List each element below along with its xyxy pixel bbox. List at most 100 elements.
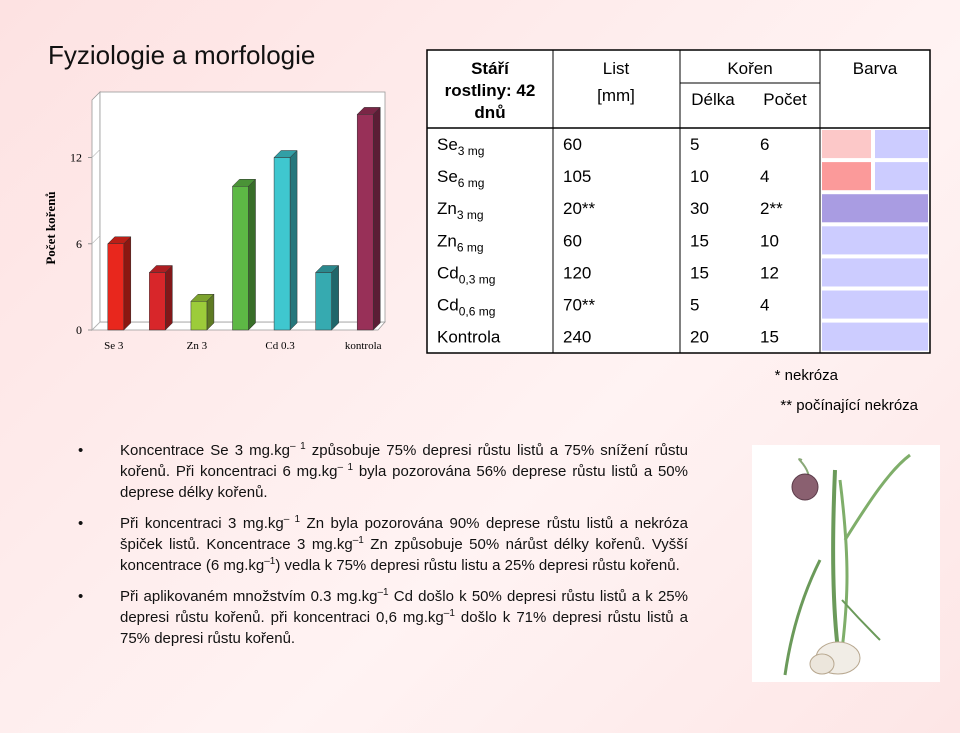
- row-label-text: Cd: [437, 296, 459, 315]
- bullet-text: Cd došlo k 50% depresi růstu listů a k 2…: [120, 588, 688, 626]
- bullet: Koncentrace Se 3 mg.kg – 1 způsobuje 75% …: [78, 440, 688, 503]
- bar: [149, 272, 166, 331]
- table-cell: 20**: [563, 199, 596, 218]
- stem: [838, 479, 849, 651]
- y-axis-label: Počet kořenů: [43, 191, 58, 264]
- row-label-subscript: 3 mg: [458, 144, 485, 158]
- slide-title: Fyziologie a morfologie: [48, 40, 315, 70]
- bullet-text: Koncentrace Se 3 mg.kg: [120, 442, 290, 459]
- chart-side-wall: [91, 91, 101, 331]
- header-cell: Barva: [853, 59, 898, 78]
- grid-line: [91, 321, 101, 331]
- row-label-text: Se: [437, 135, 458, 154]
- bullet-text: Při aplikovaném množstvím 0.3 mg.kg: [120, 588, 378, 605]
- table-cell: 15: [690, 231, 709, 250]
- bullet-text: Zn způsobuje 50% nárůst délky kořenů. Vy…: [120, 536, 688, 574]
- row-label: Cd0,3 mg: [437, 263, 495, 286]
- bullet-text: Zn byla pozorována 90% deprese růstu lis…: [120, 515, 688, 553]
- row-label: Cd0,6 mg: [437, 296, 495, 319]
- color-swatch: [822, 130, 871, 159]
- table-cell: 5: [690, 135, 699, 154]
- row-label-subscript: 0,3 mg: [459, 272, 496, 286]
- bullet-text: Při koncentraci 3 mg.kg: [120, 515, 284, 532]
- leaf: [783, 559, 822, 676]
- color-swatch: [822, 226, 928, 255]
- superscript: – 1: [283, 514, 301, 525]
- bullet-list: Koncentrace Se 3 mg.kg – 1 způsobuje 75% …: [78, 440, 688, 659]
- superscript: –1: [264, 556, 276, 567]
- header-cell: rostliny: 42: [445, 81, 536, 100]
- grid-line: [91, 235, 101, 244]
- row-label-text: Zn: [437, 231, 457, 250]
- table-cell: 2**: [760, 199, 783, 218]
- leaf: [841, 599, 881, 641]
- color-swatch: [822, 258, 928, 287]
- bar-side: [289, 149, 298, 331]
- table-cell: 4: [760, 167, 769, 186]
- garlic-illustration: [752, 445, 940, 682]
- bar-side: [372, 106, 381, 331]
- superscript: –1: [443, 608, 455, 619]
- stem: [831, 469, 840, 651]
- row-label-subscript: 6 mg: [458, 176, 485, 190]
- table-cell: 10: [690, 167, 709, 186]
- bar-side: [123, 236, 132, 331]
- row-label: Se3 mg: [437, 135, 484, 158]
- header-cell: Kořen: [727, 59, 772, 78]
- bar-side: [165, 264, 173, 331]
- color-swatch: [822, 322, 928, 351]
- superscript: –1: [377, 587, 389, 598]
- color-swatch: [875, 162, 928, 191]
- y-tick-label: 12: [70, 151, 82, 165]
- bullet: Při aplikovaném množstvím 0.3 mg.kg–1 Cd…: [78, 586, 688, 649]
- header-cell: List: [603, 59, 630, 78]
- bullet-text: došlo k 71% depresi růstu listů a 75% de…: [120, 609, 688, 647]
- bar: [232, 186, 249, 331]
- bar: [315, 272, 332, 331]
- footnote: ** počínající nekróza: [780, 397, 918, 414]
- table-cell: 5: [690, 296, 699, 315]
- table-cell: 70**: [563, 296, 596, 315]
- header-cell: Délka: [691, 90, 735, 109]
- table-cell: 60: [563, 231, 582, 250]
- table-cell: 15: [760, 328, 779, 347]
- table-cell: 20: [690, 328, 709, 347]
- bar: [190, 301, 208, 331]
- x-tick-label: kontrola: [345, 340, 382, 352]
- row-label: Zn3 mg: [437, 199, 484, 222]
- row-label-subscript: 3 mg: [457, 208, 484, 222]
- row-label-text: Cd: [437, 263, 459, 282]
- chart: Počet kořenů 0 6 12 Se 3 Zn 3 Cd 0.3 kontrola: [43, 91, 386, 352]
- color-swatch: [822, 194, 928, 223]
- bar: [273, 157, 291, 331]
- row-label: Zn6 mg: [437, 231, 484, 254]
- color-swatch: [822, 162, 871, 191]
- bullet: Při koncentraci 3 mg.kg– 1 Zn byla pozor…: [78, 513, 688, 576]
- bar-side: [331, 264, 339, 331]
- color-swatch: [822, 290, 928, 319]
- header-cell: dnů: [474, 103, 505, 122]
- flower-head: [791, 473, 819, 501]
- table-cell: 4: [760, 296, 769, 315]
- table-cell: 105: [563, 167, 591, 186]
- bar: [107, 243, 125, 331]
- bar: [356, 114, 374, 331]
- notes: * nekróza ** počínající nekróza: [775, 367, 919, 414]
- table-cell: 240: [563, 328, 591, 347]
- row-label-subscript: 0,6 mg: [459, 305, 496, 319]
- table-cell: 12: [760, 263, 779, 282]
- clove: [809, 653, 835, 675]
- header-cell: [mm]: [597, 86, 635, 105]
- bullet-text: ) vedla k 75% depresi růstu listu a 25% …: [275, 557, 680, 574]
- table-cell: 6: [760, 135, 769, 154]
- table-cell: 10: [760, 231, 779, 250]
- superscript: – 1: [337, 462, 354, 473]
- grid-line: [91, 149, 101, 158]
- row-label-text: Se: [437, 167, 458, 186]
- table-cell: 120: [563, 263, 591, 282]
- row-label-text: Kontrola: [437, 328, 501, 347]
- leaf: [843, 453, 911, 541]
- table-cell: 30: [690, 199, 709, 218]
- bullet-text: způsobuje 75% depresi růstu listů a 75% …: [120, 442, 688, 480]
